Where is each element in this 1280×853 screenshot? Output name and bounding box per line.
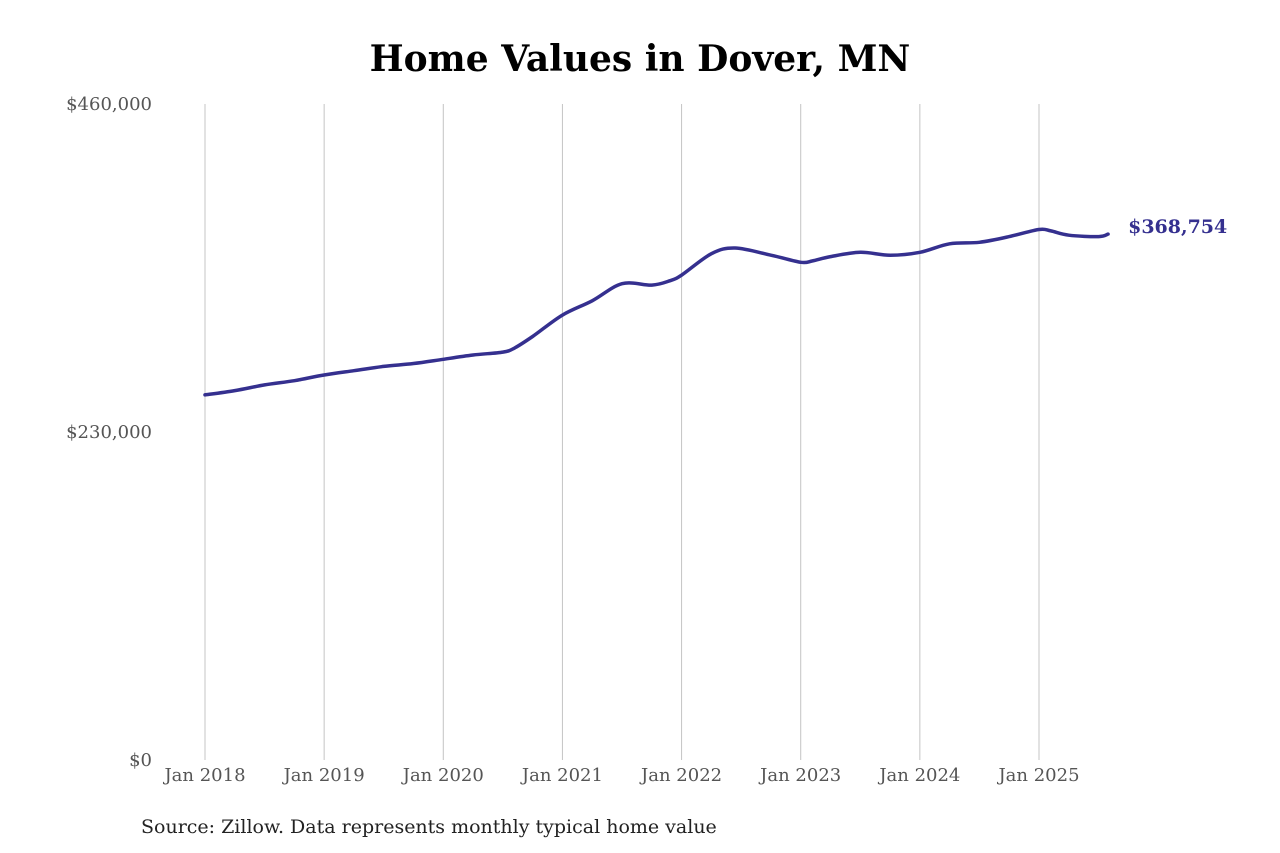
y-tick-label: $460,000 [66,94,152,115]
gridlines [204,104,1040,760]
chart-title: Home Values in Dover, MN [369,38,911,80]
x-tick-label: Jan 2019 [282,765,365,786]
end-value-label: $368,754 [1128,216,1227,238]
y-axis-ticks: $0 $230,000 $460,000 [66,94,152,771]
x-tick-label: Jan 2023 [758,765,841,786]
x-tick-label: Jan 2021 [520,765,603,786]
x-tick-label: Jan 2018 [162,765,245,786]
x-axis-ticks: Jan 2018 Jan 2019 Jan 2020 Jan 2021 Jan 2022… [162,765,1079,786]
home-value-line [203,227,1110,397]
x-tick-label: Jan 2025 [996,765,1079,786]
series-layer: $368,754 [203,216,1227,397]
x-tick-label: Jan 2022 [639,765,722,786]
x-tick-label: Jan 2024 [877,765,960,786]
x-tick-label: Jan 2020 [401,765,484,786]
y-tick-label: $230,000 [66,422,152,443]
source-note: Source: Zillow. Data represents monthly … [141,816,717,838]
y-tick-label: $0 [129,750,152,771]
